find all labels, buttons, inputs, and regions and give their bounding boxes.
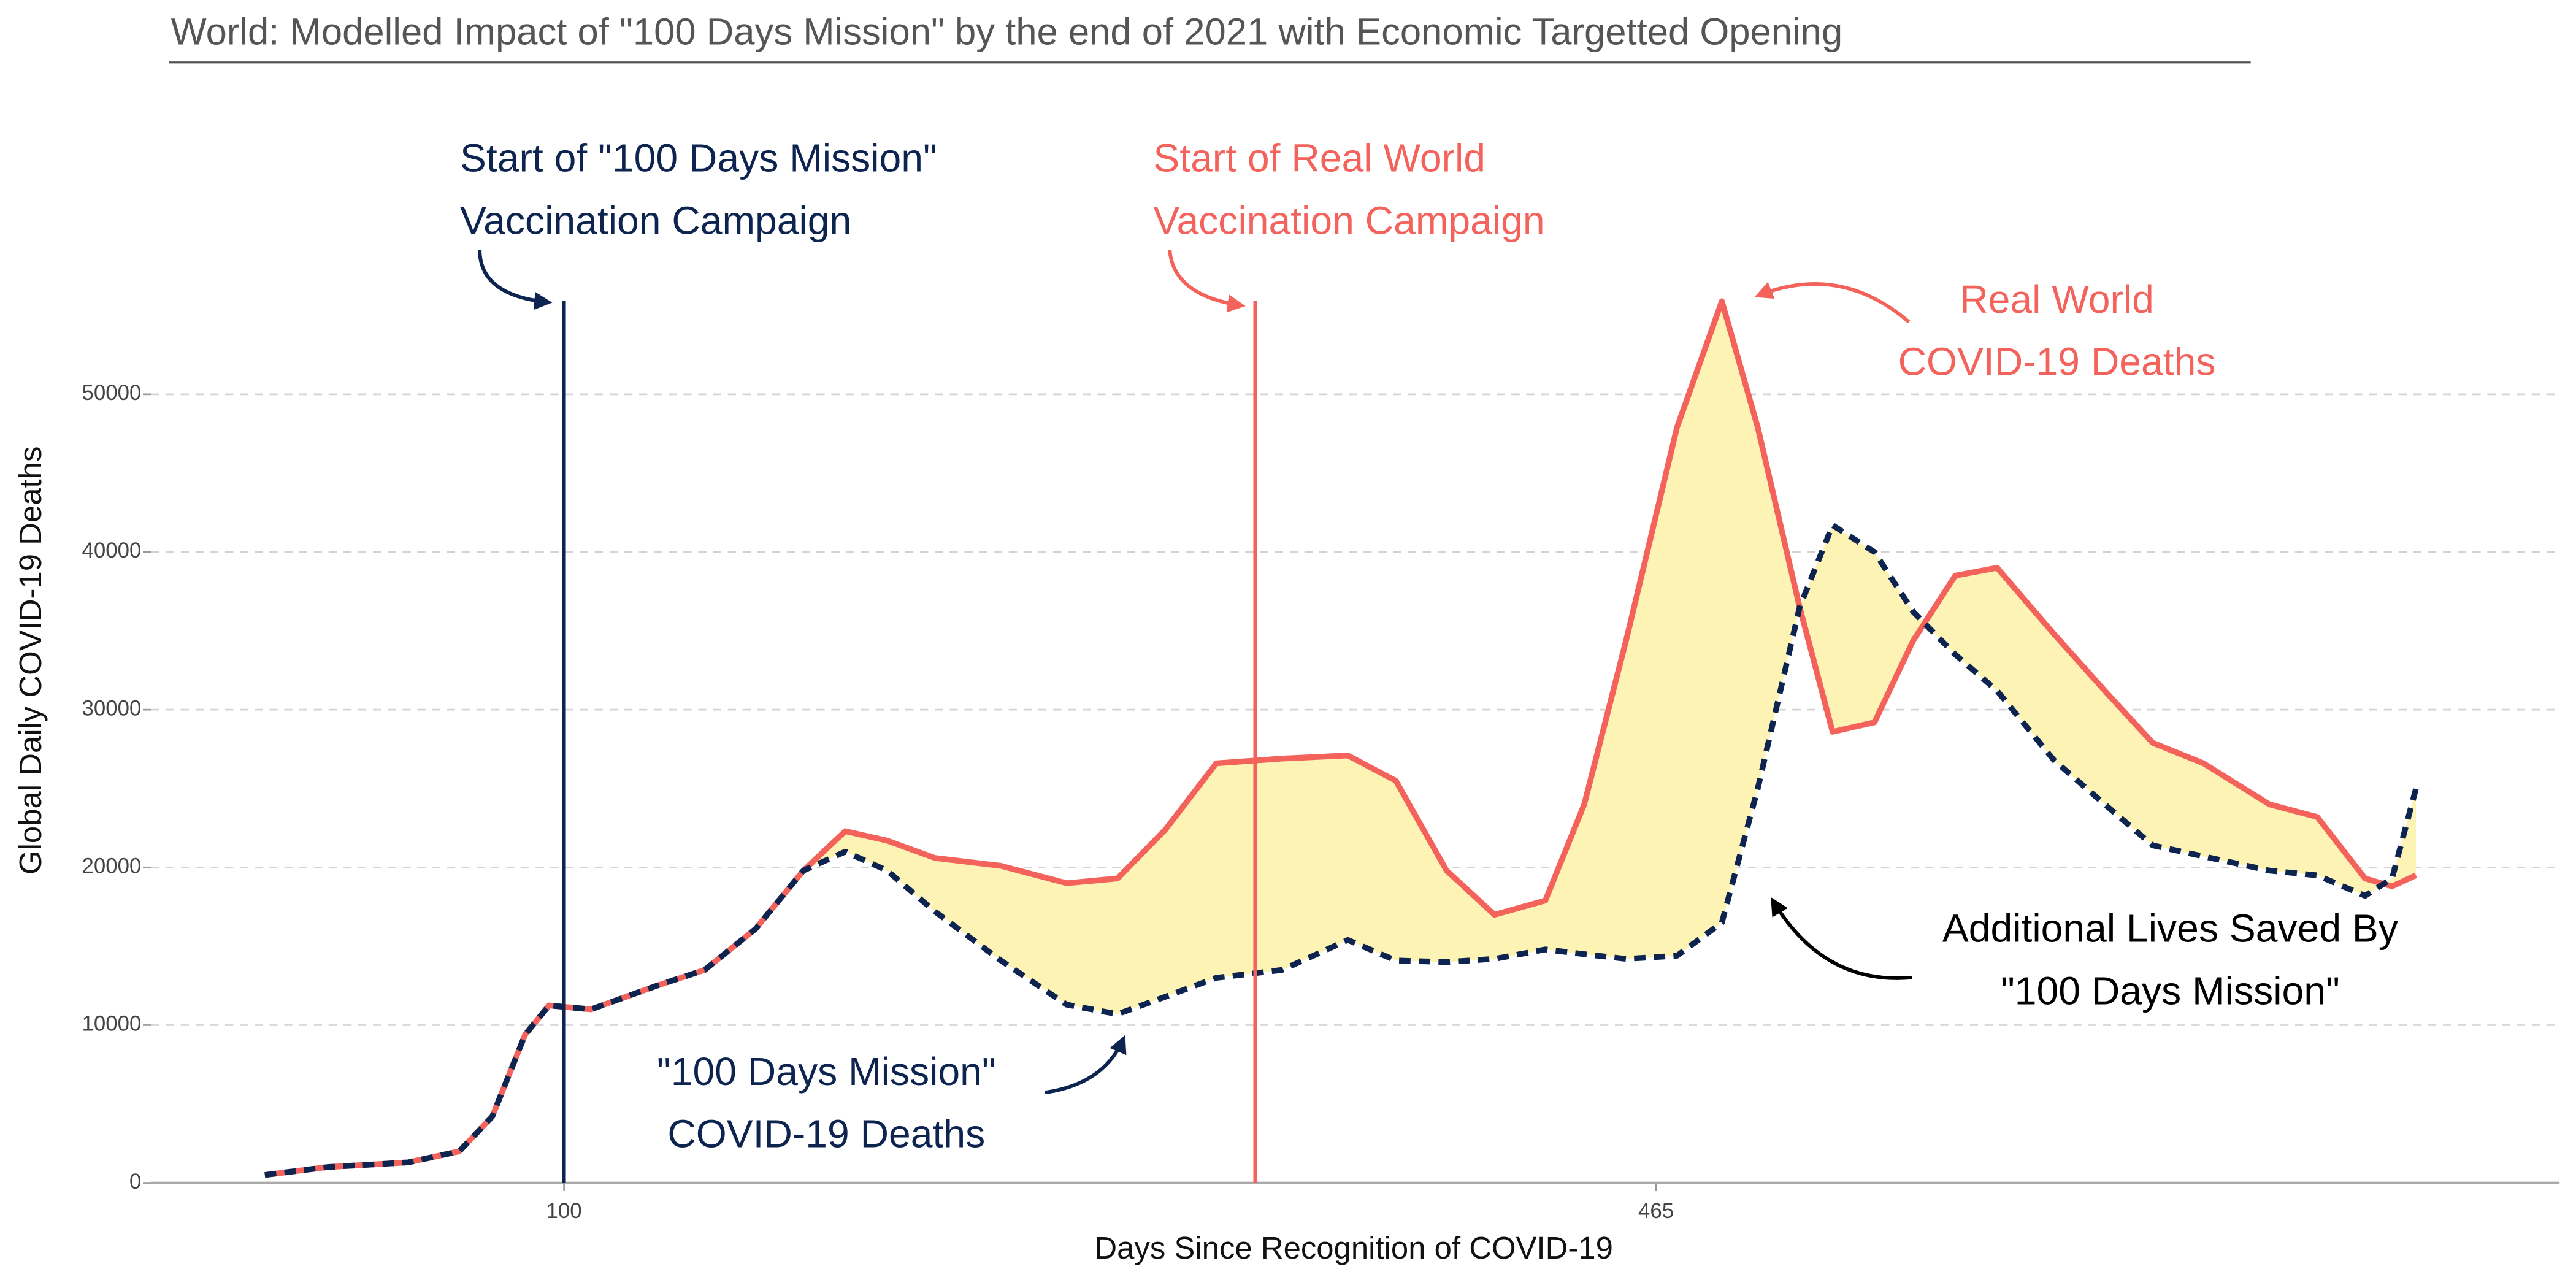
- reference-label: Start of "100 Days Mission": [460, 136, 937, 180]
- y-axis-label: Global Daily COVID-19 Deaths: [13, 447, 48, 875]
- y-tick-label: 10000: [82, 1012, 142, 1036]
- series-line: [264, 522, 2419, 1178]
- reference-label: Start of Real World: [1153, 136, 1485, 180]
- data-layer: [264, 298, 2419, 1183]
- arrow: [478, 250, 553, 310]
- annotation: COVID-19 Deaths: [1898, 340, 2216, 384]
- arrows: [478, 249, 1913, 1095]
- series-line: [264, 298, 2418, 1178]
- annotation: "100 Days Mission": [2001, 969, 2340, 1013]
- chart-title: World: Modelled Impact of "100 Days Miss…: [171, 11, 1843, 53]
- y-tick-label: 30000: [82, 696, 142, 720]
- y-tick-label: 0: [129, 1170, 141, 1194]
- annotation: COVID-19 Deaths: [667, 1112, 985, 1156]
- arrow: [1168, 249, 1246, 313]
- y-tick-label: 40000: [82, 539, 142, 562]
- annotation-layer: Start of "100 Days Mission" Vaccination C…: [460, 136, 2398, 1156]
- annotation: "100 Days Mission": [657, 1049, 996, 1094]
- reference-label: Vaccination Campaign: [1153, 198, 1544, 242]
- x-tick-label: 465: [1638, 1199, 1674, 1223]
- reference-label: Vaccination Campaign: [460, 198, 851, 242]
- annotation: Additional Lives Saved By: [1942, 907, 2398, 951]
- x-tick-label: 100: [546, 1199, 582, 1223]
- annotation: Real World: [1960, 277, 2154, 321]
- y-tick-label: 50000: [82, 381, 142, 405]
- arrow: [1754, 282, 1911, 324]
- x-axis-label: Days Since Recognition of COVID-19: [1094, 1230, 1612, 1265]
- arrow: [1045, 1035, 1127, 1095]
- y-tick-label: 20000: [82, 854, 142, 878]
- arrow: [1771, 897, 1913, 980]
